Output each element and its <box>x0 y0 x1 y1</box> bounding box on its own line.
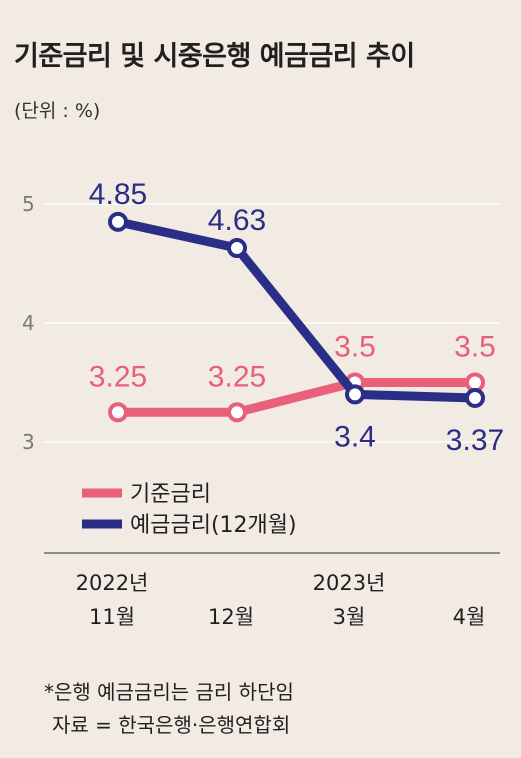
series-line-base-rate <box>113 378 480 417</box>
footnote-source: 자료 = 한국은행·은행연합회 <box>52 713 291 737</box>
series-line-deposit-rate <box>113 217 480 403</box>
data-label: 3.4 <box>334 420 376 453</box>
y-tick-label: 3 <box>22 430 35 454</box>
data-point <box>108 402 128 423</box>
chart-title: 기준금리 및 시중은행 예금금리 추이 <box>14 41 415 72</box>
data-point <box>227 402 247 423</box>
data-label: 4.63 <box>208 204 266 237</box>
x-tick-label: 3월 <box>333 605 366 629</box>
data-label: 3.25 <box>208 360 266 393</box>
x-tick-label: 12월 <box>208 605 254 629</box>
x-tick-label: 11월 <box>89 605 135 629</box>
legend-label: 예금금리(12개월) <box>130 513 297 538</box>
data-point <box>227 238 247 259</box>
data-point <box>465 387 485 408</box>
data-point <box>108 211 128 232</box>
data-label: 3.25 <box>89 360 147 393</box>
line-chart: 5 4 3 3.25 3.25 3.5 3.5 4.85 4.63 3.4 3.37 기준금리예금… <box>22 178 504 629</box>
legend-label: 기준금리 <box>130 482 211 507</box>
data-point <box>345 384 365 405</box>
x-tick-label: 4월 <box>453 605 486 629</box>
x-tick-year: 2023년 <box>313 571 386 595</box>
footnote-note: *은행 예금금리는 금리 하단임 <box>44 680 294 704</box>
y-tick-label: 5 <box>22 192 35 216</box>
data-label: 3.5 <box>454 331 496 364</box>
data-label: 3.37 <box>446 424 504 457</box>
data-label: 3.5 <box>334 331 376 364</box>
x-tick-year: 2022년 <box>76 571 149 595</box>
unit-label: (단위 : %) <box>14 100 101 122</box>
y-tick-label: 4 <box>22 311 35 335</box>
data-label: 4.85 <box>89 178 147 211</box>
footnote: *은행 예금금리는 금리 하단임 자료 = 한국은행·은행연합회 <box>44 676 294 742</box>
